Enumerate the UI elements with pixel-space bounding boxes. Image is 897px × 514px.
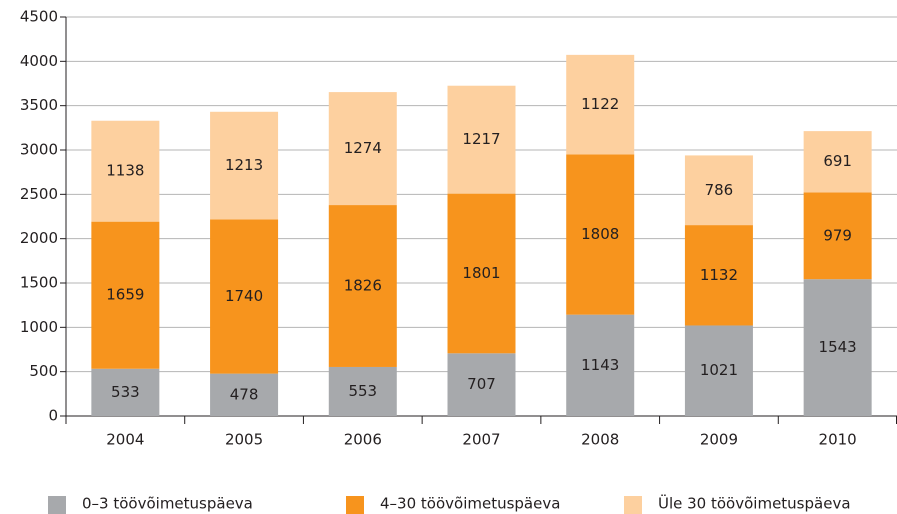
x-tick-label: 2009 (700, 431, 738, 449)
bar-segment (91, 120, 160, 222)
data-label: 1138 (106, 162, 144, 180)
data-label: 1021 (700, 361, 738, 379)
data-label: 1808 (581, 225, 619, 243)
x-tick-label: 2010 (819, 431, 857, 449)
bar-segment (566, 54, 635, 155)
data-label: 1740 (225, 287, 263, 305)
bar-segment (328, 205, 397, 367)
y-tick-label: 3500 (20, 96, 58, 114)
data-label: 1213 (225, 156, 263, 174)
x-tick-label: 2004 (106, 431, 144, 449)
x-tick-label: 2007 (462, 431, 500, 449)
bar-segment (91, 368, 160, 416)
bar-segment (803, 192, 872, 280)
data-label: 979 (823, 226, 852, 244)
x-tick-label: 2005 (225, 431, 263, 449)
data-label: 1217 (462, 130, 500, 148)
y-tick-label: 0 (48, 407, 58, 425)
bar-segment (91, 221, 160, 369)
data-label: 786 (705, 181, 734, 199)
bar-segment (566, 314, 635, 416)
data-label: 1132 (700, 266, 738, 284)
data-label: 1659 (106, 286, 144, 304)
legend-label: 0–3 töövõimetuspäeva (82, 495, 253, 513)
y-tick-label: 1500 (20, 274, 58, 292)
bar-segment (210, 373, 279, 416)
bar-segment (328, 92, 397, 206)
data-label: 691 (823, 152, 852, 170)
bar-segment (684, 225, 753, 326)
y-tick-label: 3000 (20, 141, 58, 159)
y-tick-label: 2000 (20, 229, 58, 247)
y-tick-label: 4000 (20, 52, 58, 70)
data-label: 1801 (462, 264, 500, 282)
bar-segment (566, 154, 635, 315)
bar-segment (210, 111, 279, 220)
data-label: 1274 (344, 139, 382, 157)
legend-swatch (624, 496, 642, 514)
x-tick-label: 2006 (344, 431, 382, 449)
bar-segment (210, 219, 279, 374)
bar-segment (684, 325, 753, 416)
y-tick-label: 500 (29, 362, 58, 380)
bar-segment (803, 279, 872, 416)
data-label: 533 (111, 383, 140, 401)
data-label: 1143 (581, 356, 619, 374)
data-label: 553 (348, 382, 377, 400)
bar-segment (447, 353, 516, 416)
data-label: 1122 (581, 95, 619, 113)
legend-label: Üle 30 töövõimetuspäeva (658, 494, 851, 513)
y-tick-label: 2500 (20, 185, 58, 203)
legend-swatch (346, 496, 364, 514)
y-tick-label: 1000 (20, 318, 58, 336)
legend-label: 4–30 töövõimetuspäeva (380, 495, 560, 513)
bar-segment (684, 155, 753, 226)
data-label: 478 (230, 385, 259, 403)
bar-segment (328, 366, 397, 416)
bar-segment (803, 131, 872, 193)
bar-segment (447, 85, 516, 194)
data-label: 1826 (344, 277, 382, 295)
y-tick-label: 4500 (20, 8, 58, 26)
legend-swatch (48, 496, 66, 514)
x-tick-label: 2008 (581, 431, 619, 449)
bar-segment (447, 193, 516, 354)
data-label: 1543 (819, 338, 857, 356)
data-label: 707 (467, 375, 496, 393)
